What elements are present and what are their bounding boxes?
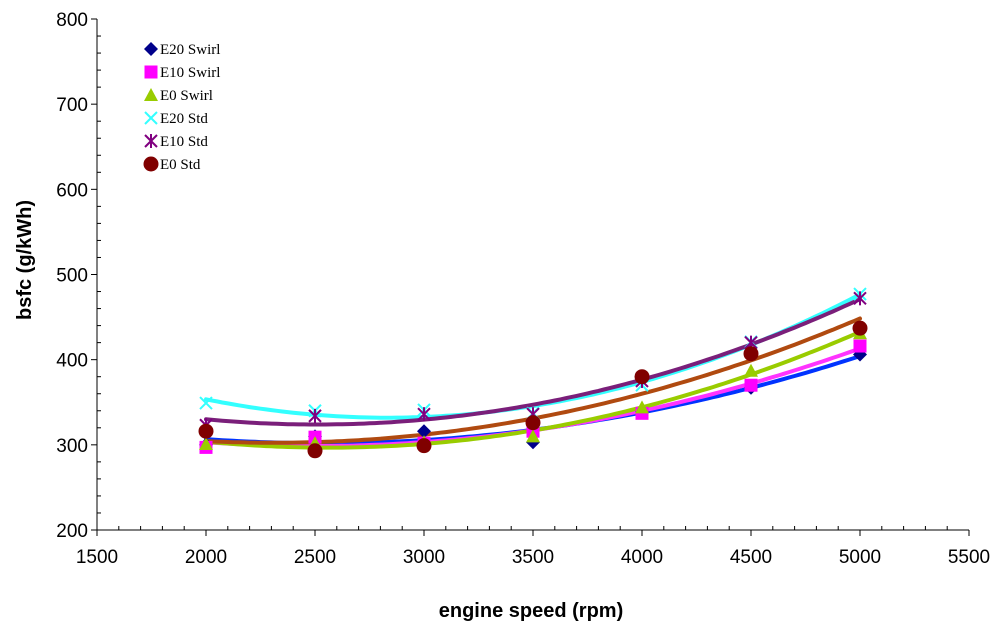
- legend-marker-e20-std: [144, 111, 158, 125]
- point-e10-std: [308, 408, 322, 423]
- x-tick-label: 2000: [185, 547, 227, 568]
- y-tick-label: 600: [56, 180, 88, 201]
- legend-label-e20-std: E20 Std: [160, 111, 208, 127]
- x-tick-label: 3000: [403, 547, 445, 568]
- legend-label-e0-std: E0 Std: [160, 157, 201, 173]
- legend-label-e10-std: E10 Std: [160, 134, 208, 150]
- y-tick-label: 500: [56, 266, 88, 287]
- x-tick-label: 4500: [730, 547, 772, 568]
- x-tick-label: 5500: [948, 547, 990, 568]
- point-e0-swirl: [199, 436, 213, 450]
- point-e20-std: [199, 396, 213, 410]
- axes: 200 300 400 500 600 700 800 1500 2000 2500 3000 350…: [56, 10, 990, 568]
- y-axis-title: bsfc (g/kWh): [14, 200, 36, 320]
- x-tick-label: 2500: [294, 547, 336, 568]
- x-tick-label: 5000: [839, 547, 881, 568]
- legend-label-e0-swirl: E0 Swirl: [160, 88, 213, 104]
- point-e10-swirl: [744, 378, 758, 392]
- legend-marker-e20-swirl: [144, 42, 158, 56]
- point-e0-std: [634, 369, 650, 385]
- point-e0-std: [416, 438, 432, 454]
- y-tick-label: 200: [56, 521, 88, 542]
- x-tick-label: 1500: [76, 547, 118, 568]
- legend-marker-e0-swirl: [144, 88, 158, 101]
- legend-label-e10-swirl: E10 Swirl: [160, 65, 220, 81]
- point-e10-swirl: [853, 339, 867, 353]
- point-e0-swirl: [635, 400, 649, 414]
- point-e0-std: [198, 423, 214, 439]
- trendline-e10-std: [204, 297, 862, 427]
- y-tick-label: 800: [56, 10, 88, 31]
- marker-stroke: [199, 396, 213, 410]
- point-e10-std: [853, 291, 867, 306]
- point-e0-std: [743, 346, 759, 362]
- legend-label-e20-swirl: E20 Swirl: [160, 42, 220, 58]
- point-e0-std: [307, 443, 323, 459]
- x-tick-label: 4000: [621, 547, 663, 568]
- marker-stroke: [144, 111, 158, 125]
- point-e0-std: [852, 320, 868, 336]
- point-e10-std: [417, 407, 431, 422]
- legend-marker-e10-std: [144, 134, 158, 148]
- legend: E20 Swirl E10 Swirl E0 Swirl E20 Std E10 Std…: [143, 42, 220, 173]
- legend-marker-e0-std: [143, 156, 159, 172]
- x-axis-title: engine speed (rpm): [439, 600, 623, 622]
- x-tick-label: 3500: [512, 547, 554, 568]
- point-e0-std: [525, 415, 541, 431]
- y-tick-label: 300: [56, 436, 88, 457]
- y-tick-label: 400: [56, 351, 88, 372]
- legend-marker-e10-swirl: [144, 65, 158, 79]
- data-markers: [198, 287, 868, 459]
- point-e0-swirl: [526, 429, 540, 443]
- y-tick-label: 700: [56, 95, 88, 116]
- point-e0-swirl: [744, 363, 758, 377]
- point-e20-swirl: [417, 424, 431, 439]
